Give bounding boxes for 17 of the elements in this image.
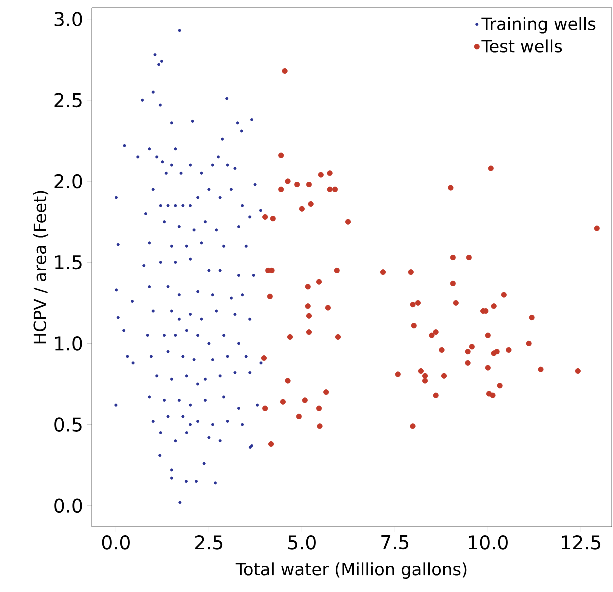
y-tick-label: 0.5 — [54, 418, 82, 432]
x-axis-title: Total water (Million gallons) — [236, 562, 467, 580]
y-tick-label: 1.0 — [55, 336, 82, 351]
x-tick-label: 2.5 — [196, 536, 223, 550]
legend-label: Training wells — [482, 17, 596, 34]
y-tick-label: 2.0 — [54, 174, 82, 189]
x-tick-label: 0.0 — [102, 536, 130, 550]
y-tick-label: 0.0 — [54, 498, 82, 514]
y-axis-title: HCPV / area (Feet) — [33, 191, 49, 344]
x-tick-label: 10.0 — [469, 536, 508, 550]
x-tick-label: 7.5 — [382, 536, 409, 550]
legend-label: Test wells — [482, 40, 562, 53]
x-tick-label: 5.0 — [288, 536, 316, 550]
y-tick-label: 3.0 — [54, 12, 82, 26]
y-tick-label: 2.5 — [54, 93, 82, 108]
x-tick-label: 12.5 — [562, 536, 601, 550]
y-tick-label: 1.5 — [55, 256, 82, 270]
